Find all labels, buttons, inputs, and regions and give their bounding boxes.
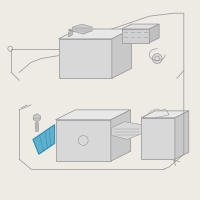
- Polygon shape: [112, 29, 132, 78]
- Bar: [35, 122, 38, 131]
- Polygon shape: [33, 114, 40, 122]
- Circle shape: [152, 54, 162, 64]
- Polygon shape: [72, 24, 92, 34]
- Polygon shape: [59, 39, 112, 78]
- Polygon shape: [68, 30, 72, 37]
- Polygon shape: [122, 29, 149, 43]
- Polygon shape: [149, 24, 159, 43]
- Polygon shape: [112, 122, 141, 139]
- Polygon shape: [122, 24, 159, 29]
- Polygon shape: [141, 111, 189, 118]
- Polygon shape: [141, 118, 175, 159]
- Ellipse shape: [68, 29, 72, 31]
- Polygon shape: [111, 110, 131, 161]
- Ellipse shape: [83, 26, 87, 28]
- Polygon shape: [56, 120, 111, 161]
- Polygon shape: [33, 125, 55, 154]
- Polygon shape: [59, 29, 132, 39]
- Polygon shape: [175, 111, 189, 159]
- Polygon shape: [83, 27, 87, 34]
- Polygon shape: [56, 110, 131, 120]
